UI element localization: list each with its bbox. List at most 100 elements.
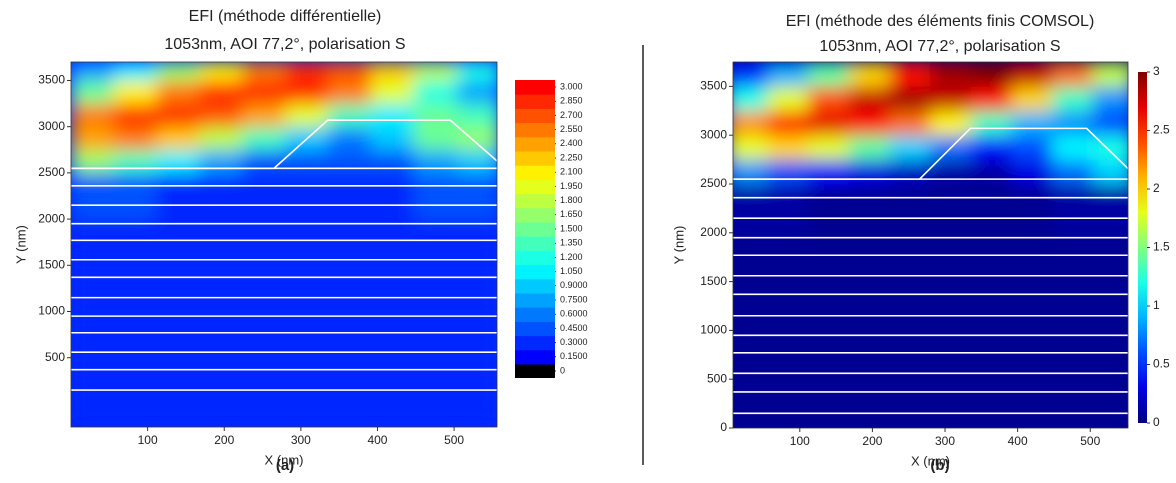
x-tick-label: 100: [138, 433, 158, 447]
colorbar-tick-label: 3.000: [560, 81, 583, 91]
heat-cell: [456, 310, 497, 359]
heat-cell: [413, 218, 458, 266]
y-axis-title: Y (nm): [671, 226, 686, 265]
heat-cell: [285, 218, 329, 266]
colorbar-tick-label: 1.350: [560, 238, 583, 248]
panel-label: (a): [276, 457, 294, 474]
x-tick-label: 400: [367, 433, 387, 447]
heat-cell: [113, 218, 158, 266]
heat-cell: [889, 329, 931, 380]
heat-cell: [156, 310, 201, 359]
heat-cell: [767, 281, 810, 331]
colorbar-tick-label: 0.1500: [560, 351, 588, 361]
heat-cell: [199, 126, 244, 151]
colorbar-band: [515, 193, 555, 209]
heat-cell: [370, 79, 415, 105]
y-tick-label: 3000: [38, 119, 65, 133]
heat-cell: [327, 218, 372, 266]
colorbar-band: [515, 278, 555, 294]
colorbar-band: [515, 307, 555, 322]
heat-cell: [1051, 159, 1094, 185]
heat-cell: [199, 310, 244, 359]
heat-cell: [456, 357, 497, 427]
colorbar-band: [515, 335, 555, 351]
heat-cell: [970, 110, 1013, 136]
heat-cell: [1051, 281, 1094, 331]
heat-cell: [156, 357, 201, 427]
heat-cell: [199, 218, 244, 266]
heat-cell: [1051, 134, 1094, 161]
heat-cell: [808, 378, 850, 428]
heat-cell: [1011, 62, 1053, 87]
heat-cell: [1051, 110, 1094, 136]
y-tick-label: 2500: [700, 176, 727, 190]
heat-cell: [456, 218, 497, 266]
heat-cell: [113, 357, 158, 427]
heat-cell: [456, 62, 497, 81]
colorbar-band: [515, 321, 555, 337]
heat-cell: [767, 159, 810, 185]
y-tick-label: 1500: [38, 257, 65, 271]
heat-cell: [199, 103, 244, 128]
heat-cell: [808, 110, 850, 136]
heat-cell: [71, 264, 115, 312]
heat-cell: [156, 172, 201, 220]
heat-cell: [156, 79, 201, 105]
colorbar-band: [515, 250, 555, 266]
heat-cell: [413, 103, 458, 128]
heat-cell: [71, 357, 115, 427]
heat-cell: [285, 357, 329, 427]
y-tick-label: 2500: [38, 165, 65, 179]
colorbar-tick-label: 1.200: [560, 252, 583, 262]
heat-cell: [733, 378, 769, 428]
heat-cell: [156, 103, 201, 128]
colorbar-tick-label: 0.3000: [560, 337, 588, 347]
y-tick-label: 0: [720, 420, 727, 434]
plot-frame: [732, 61, 1129, 429]
heat-cell: [113, 126, 158, 151]
heat-cell: [413, 79, 458, 105]
heat-cell: [242, 357, 287, 427]
heat-cell: [808, 183, 850, 234]
colorbar-band: [515, 236, 555, 251]
heat-cell: [889, 281, 931, 331]
heat-cell: [930, 85, 972, 112]
colorbar-tick-label: 1.800: [560, 195, 583, 205]
heat-cell: [1092, 110, 1128, 136]
heat-cell: [767, 85, 810, 112]
heat-cell: [456, 172, 497, 220]
heat-cell: [767, 378, 810, 428]
colorbar-tick-label: 2.700: [560, 110, 583, 120]
heat-cell: [808, 62, 850, 87]
heat-cell: [327, 103, 372, 128]
heat-cell: [889, 232, 931, 283]
colorbar-tick-label: 1.650: [560, 209, 583, 219]
heat-cell: [327, 264, 372, 312]
heat-cell: [285, 62, 329, 81]
plot-frame: [70, 61, 498, 428]
chart-subtitle: 1053nm, AOI 77,2°, polarisation S: [819, 38, 1060, 55]
y-tick-label: 500: [707, 371, 727, 385]
heat-cell: [413, 149, 458, 174]
x-tick-label: 200: [862, 434, 882, 448]
colorbar-tick-label: 1.950: [560, 181, 583, 191]
heat-cell: [370, 149, 415, 174]
heat-cell: [199, 357, 244, 427]
x-tick-label: 100: [790, 434, 810, 448]
x-tick-label: 500: [444, 433, 464, 447]
heat-cell: [242, 218, 287, 266]
heat-cell: [413, 357, 458, 427]
heat-cell: [71, 62, 115, 81]
heat-cell: [930, 183, 972, 234]
heat-cell: [413, 264, 458, 312]
heat-cell: [1092, 183, 1128, 234]
heat-cell: [930, 378, 972, 428]
heat-cell: [285, 103, 329, 128]
heat-cell: [370, 62, 415, 81]
colorbar-band: [515, 264, 555, 280]
heat-cell: [113, 264, 158, 312]
y-tick-label: 3500: [700, 79, 727, 93]
heat-cell: [733, 159, 769, 185]
structure-profile: [71, 119, 497, 170]
